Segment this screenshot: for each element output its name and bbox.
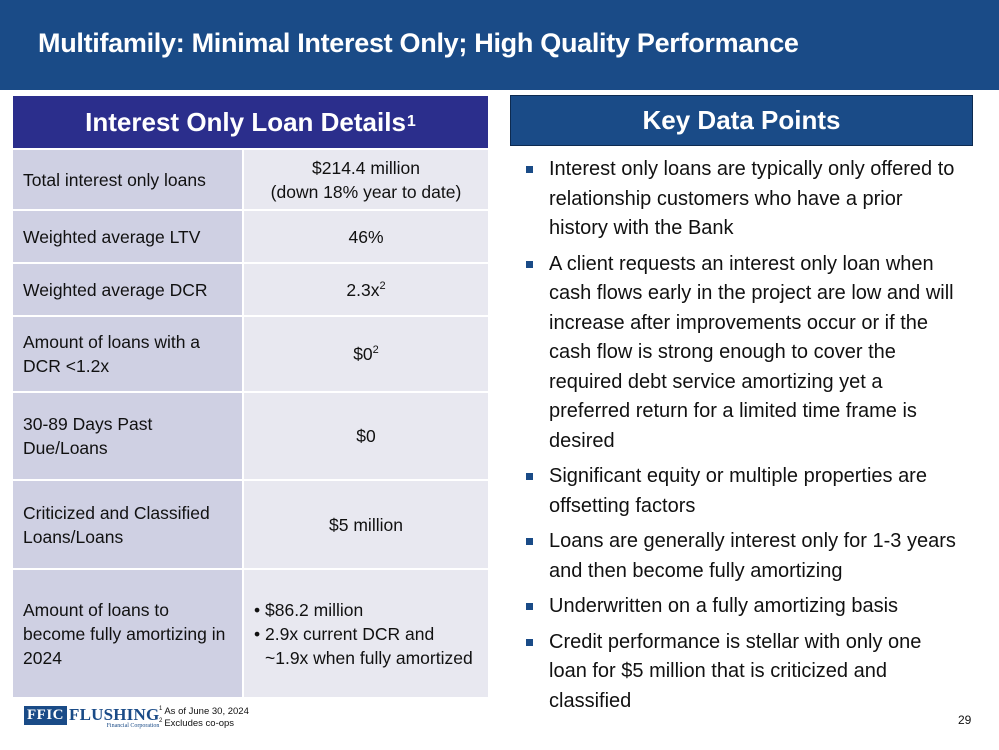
table-row: 30-89 Days Past Due/Loans $0 xyxy=(13,391,488,480)
square-bullet-icon xyxy=(526,603,533,610)
square-bullet-icon xyxy=(526,260,533,268)
row-label: Weighted average DCR xyxy=(13,262,244,316)
footnotes: 1 As of June 30, 2024 2 Excludes co-ops xyxy=(159,706,249,730)
bullet-dot-icon: • xyxy=(254,599,261,620)
row-label: 30-89 Days Past Due/Loans xyxy=(13,391,244,480)
key-data-points-panel: Key Data Points Interest only loans are … xyxy=(510,95,973,722)
table-row: Amount of loans to become fully amortizi… xyxy=(13,568,488,697)
list-item: Interest only loans are typically only o… xyxy=(522,155,961,244)
interest-only-loan-details-panel: Interest Only Loan Details 1 Total intere… xyxy=(13,96,488,697)
logo-ticker-box: FFIC xyxy=(24,706,67,725)
list-item: Credit performance is stellar with only … xyxy=(522,628,961,717)
row-value: $214.4 million (down 18% year to date) xyxy=(243,148,488,210)
row-value: • $86.2 million • 2.9x current DCR and ~1.… xyxy=(243,568,488,697)
square-bullet-icon xyxy=(526,473,533,480)
row-value: 46% xyxy=(243,209,488,263)
row-label: Amount of loans to become fully amortizi… xyxy=(13,568,244,697)
table-row: Weighted average LTV 46% xyxy=(13,209,488,263)
table-row: Amount of loans with a DCR <1.2x $02 xyxy=(13,315,488,392)
row-value: 2.3x2 xyxy=(243,262,488,316)
square-bullet-icon xyxy=(526,538,533,545)
row-value: $0 xyxy=(243,391,488,480)
page-number: 29 xyxy=(958,713,972,727)
list-item: Loans are generally interest only for 1-… xyxy=(522,527,961,586)
logo-subtitle: Financial Corporation xyxy=(106,723,160,729)
flushing-logo: FFIC FLUSHING Financial Corporation xyxy=(24,706,159,730)
amortizing-bullets: • $86.2 million • 2.9x current DCR and ~1.… xyxy=(254,598,482,670)
loan-details-header: Interest Only Loan Details 1 xyxy=(13,96,488,148)
list-item: Significant equity or multiple propertie… xyxy=(522,462,961,521)
title-bar: Multifamily: Minimal Interest Only; High… xyxy=(0,0,999,90)
logo-wordmark: FLUSHING Financial Corporation xyxy=(69,706,159,730)
row-label: Weighted average LTV xyxy=(13,209,244,263)
key-data-points-list: Interest only loans are typically only o… xyxy=(510,155,961,716)
row-value-line: (down 18% year to date) xyxy=(270,181,462,202)
loan-details-header-text: Interest Only Loan Details xyxy=(85,106,406,137)
bullet-dot-icon: • xyxy=(254,623,261,644)
table-row: Weighted average DCR 2.3x2 xyxy=(13,262,488,316)
row-value-text: $0 xyxy=(353,344,373,364)
loan-details-table: Total interest only loans $214.4 million… xyxy=(13,148,488,697)
logo-word: FLUSHING xyxy=(69,705,160,724)
square-bullet-icon xyxy=(526,638,533,646)
row-label: Criticized and Classified Loans/Loans xyxy=(13,479,244,569)
row-value-text: 2.3x xyxy=(346,279,380,300)
key-data-points-header: Key Data Points xyxy=(510,95,973,146)
footnote: 1 As of June 30, 2024 xyxy=(159,705,249,717)
row-value-footnote: 2 xyxy=(379,279,386,292)
table-row: Criticized and Classified Loans/Loans $5… xyxy=(13,479,488,569)
row-label: Amount of loans with a DCR <1.2x xyxy=(13,315,244,392)
footnote: 2 Excludes co-ops xyxy=(159,717,235,729)
square-bullet-icon xyxy=(526,166,533,173)
table-row: Total interest only loans $214.4 million… xyxy=(13,148,488,210)
row-label: Total interest only loans xyxy=(13,148,244,210)
list-item: • $86.2 million xyxy=(254,599,364,620)
row-value: $02 xyxy=(243,315,488,392)
row-value: $5 million xyxy=(243,479,488,569)
list-item: Underwritten on a fully amortizing basis xyxy=(522,592,961,622)
row-value-line: $214.4 million xyxy=(312,157,420,178)
slide-title: Multifamily: Minimal Interest Only; High… xyxy=(38,28,799,58)
list-item: • 2.9x current DCR and ~1.9x when fully a… xyxy=(254,623,473,668)
row-value-footnote: 2 xyxy=(372,344,379,357)
list-item: A client requests an interest only loan … xyxy=(522,250,961,457)
